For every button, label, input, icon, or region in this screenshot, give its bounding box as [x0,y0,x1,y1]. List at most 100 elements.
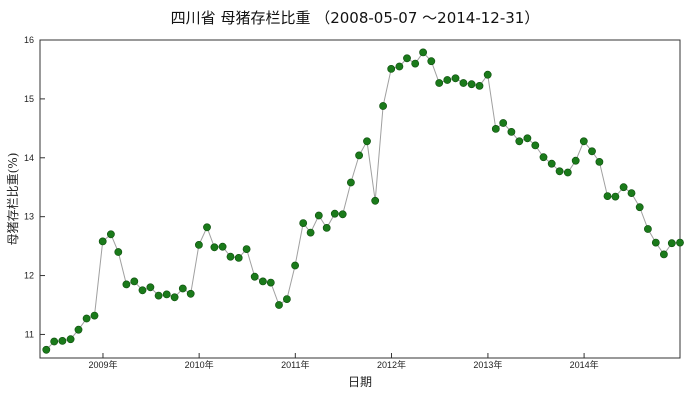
data-point [507,127,516,136]
data-point [50,337,59,346]
data-point [275,301,283,309]
data-point [667,239,676,248]
data-point [619,183,628,192]
data-point [338,210,347,219]
data-point [58,336,67,345]
data-point [314,211,323,220]
data-point [306,228,315,237]
y-tick-label: 14 [24,153,34,163]
data-point [499,119,508,127]
data-point [186,289,195,298]
data-point [451,74,460,83]
x-tick-label: 2014年 [570,359,599,370]
y-axis: 11 12 13 14 15 16 [24,35,45,339]
x-tick-label: 2009年 [88,359,117,370]
data-point [90,311,99,320]
data-point [403,54,411,63]
data-point [226,252,235,261]
data-point [627,189,636,197]
data-point [330,209,339,218]
plot-frame [39,39,681,359]
data-point [411,59,420,68]
data-point [515,137,524,146]
data-point [395,62,404,71]
data-point [435,79,444,87]
data-point [242,245,251,253]
y-tick-label: 13 [24,212,34,222]
data-point [250,272,259,281]
x-tick-label: 2010年 [185,359,214,370]
data-point [467,80,476,89]
data-point [523,134,532,143]
data-point [170,293,179,302]
data-point [194,240,203,249]
y-tick-label: 12 [24,271,34,281]
data-point [579,137,588,146]
x-tick-label: 2012年 [377,359,406,370]
data-point [371,196,380,205]
data-point [475,82,484,90]
data-point [611,192,620,201]
data-point [122,280,131,289]
y-tick-label: 16 [24,35,34,45]
data-point [531,141,540,150]
data-point [66,335,75,344]
data-point [114,248,123,256]
data-point [563,168,572,177]
y-axis-title: 母猪存栏比重(%) [5,153,20,246]
data-point [178,284,187,293]
data-point [218,242,227,251]
data-point [660,250,668,259]
data-point [42,345,51,354]
data-point [130,277,139,286]
data-point [266,278,275,287]
chart-title: 四川省 母猪存栏比重 （2008-05-07 ～2014-12-31） [171,9,540,27]
data-point [588,147,596,156]
data-point [363,137,371,146]
data-point [539,153,548,162]
data-point [322,223,331,232]
data-point [74,325,83,334]
data-point [483,70,492,79]
x-axis-title: 日期 [348,375,372,389]
y-tick-label: 11 [25,329,34,339]
x-tick-label: 2011年 [281,359,309,370]
data-point [346,178,355,187]
data-point [635,203,644,212]
data-point [107,230,115,239]
data-point [387,65,396,73]
data-point [595,157,604,166]
data-point [427,57,436,66]
series-layer [42,48,684,354]
data-point [603,192,612,200]
x-tick-label: 2013年 [473,359,502,370]
data-point [459,79,468,87]
data-point [547,159,556,168]
data-point [571,156,580,165]
data-point [210,243,219,252]
data-point [98,237,107,246]
data-point [82,314,91,323]
data-point [282,295,291,303]
data-point [443,76,452,84]
data-point [379,102,387,110]
data-point [555,167,564,176]
data-point [234,253,243,262]
data-point [491,124,500,133]
data-point [355,151,363,160]
data-point [419,48,427,57]
data-point [291,261,299,270]
data-point [651,238,660,247]
data-point [299,219,308,227]
data-point [162,290,171,299]
data-point [138,286,147,295]
x-axis: 2009年 2010年 2011年 2012年 2013年 2014年 [88,353,599,370]
data-point [203,223,211,232]
data-point [644,225,652,233]
y-tick-label: 15 [24,94,34,104]
data-point [146,283,155,292]
data-point [676,238,684,247]
data-point [154,291,163,300]
